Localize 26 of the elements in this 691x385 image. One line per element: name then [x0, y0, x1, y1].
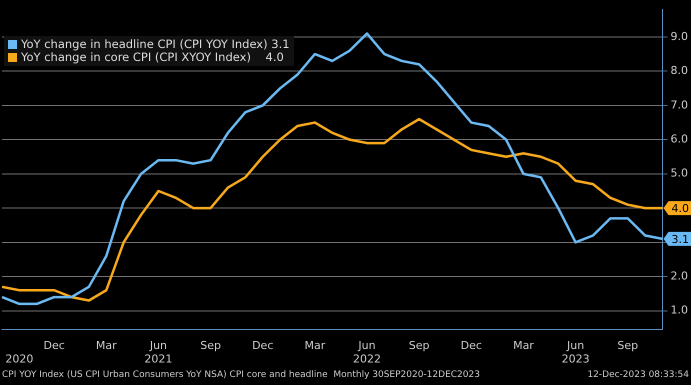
x-tick-label: Jun 2021 — [144, 339, 172, 366]
y-tick-label: 7.0 — [670, 98, 688, 112]
y-tick-label: 8.0 — [670, 64, 688, 78]
data-label: 3.1 — [672, 232, 690, 246]
y-tick-label: 5.0 — [670, 166, 688, 180]
y-tick-label: 2.0 — [670, 269, 688, 282]
y-tick-label: 6.0 — [670, 132, 688, 146]
y-tick-label: 9.0 — [670, 30, 688, 43]
legend-label: YoY change in core CPI (CPI XYOY Index) 4.0 — [21, 50, 284, 64]
text: CPI YOY Index (US CPI Urban Consumers YoY NSA) CPI core and headline Monthly 30SEP2020-12DEC2023 — [2, 370, 480, 380]
x-tick-label: Dec — [460, 339, 482, 352]
data-label: 4.0 — [672, 202, 690, 215]
y-tick-label: 1.0 — [670, 304, 688, 317]
x-tick-label: Mar — [304, 339, 326, 352]
x-tick-label: 2020 — [5, 352, 34, 366]
x-tick-label: Sep — [408, 339, 430, 352]
x-tick-label: Mar — [513, 339, 534, 352]
x-tick-label: Mar — [96, 339, 118, 352]
x-tick-label: Sep — [617, 339, 638, 352]
legend-label: YoY change in headline CPI (CPI YOY Index) 3.1 — [21, 37, 290, 51]
text: 12-Dec-2023 08:33:54 — [587, 370, 689, 380]
x-tick-label: Jun 2022 — [353, 339, 382, 366]
x-tick-label: Dec — [252, 339, 274, 352]
x-tick-label: Jun 2023 — [562, 339, 590, 366]
x-tick-label: Dec — [43, 339, 65, 352]
x-tick-label: Sep — [200, 339, 221, 352]
